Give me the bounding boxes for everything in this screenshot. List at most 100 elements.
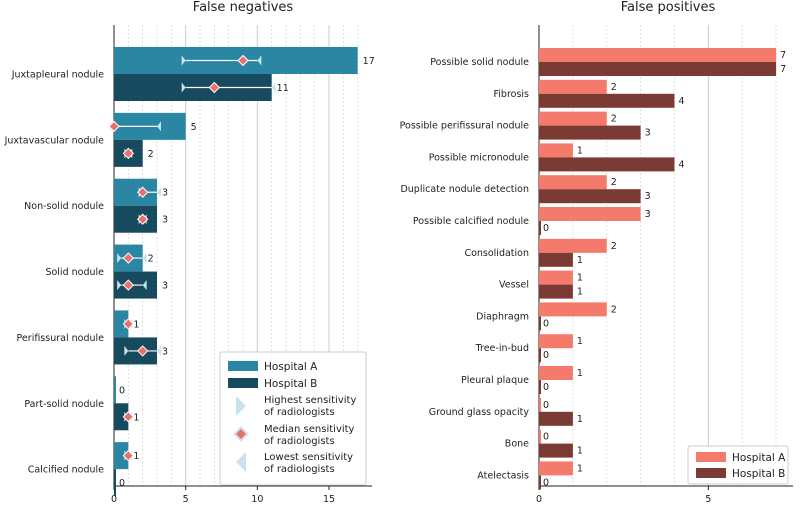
lowest-sensitivity-marker: [117, 280, 122, 291]
value-label: 4: [678, 96, 684, 107]
value-label: 2: [611, 177, 617, 188]
category-label-juxtavascular-nodule: Juxtavascular nodule: [4, 135, 105, 146]
lowest-sensitivity-marker: [181, 55, 186, 66]
value-label: 1: [577, 414, 583, 425]
category-label-possible-micronodule: Possible micronodule: [429, 152, 529, 163]
bar-hospital-b-possible-micronodule: [539, 157, 675, 172]
bar-hospital-a-diaphragm: [539, 302, 607, 317]
value-label: 0: [119, 385, 125, 396]
value-label: 3: [162, 215, 168, 226]
lowest-sensitivity-marker: [181, 82, 186, 93]
bar-hospital-a-possible-micronodule: [539, 143, 573, 158]
category-label-juxtapleural-nodule: Juxtapleural nodule: [11, 70, 104, 81]
value-label: 0: [543, 350, 549, 361]
median-sensitivity-marker: [122, 279, 135, 291]
category-label-atelectasis: Atelectasis: [477, 470, 529, 481]
median-sensitivity-marker: [122, 411, 135, 423]
bar-zero-stub: [114, 376, 116, 404]
value-label: 1: [577, 336, 583, 347]
bar-hospital-a-vessel: [539, 270, 573, 285]
value-label: 0: [543, 223, 549, 234]
x-tick-label: 0: [111, 494, 117, 505]
bar-hospital-a-fibrosis: [539, 79, 607, 94]
bar-zero-stub: [539, 429, 541, 444]
legend-swatch-hospital-b: [228, 378, 258, 388]
category-label-non-solid-nodule: Non-solid nodule: [24, 201, 104, 212]
highest-sensitivity-marker: [271, 82, 276, 93]
legend-label-lowest: Lowest sensitivity: [264, 452, 353, 463]
legend-label-median-2: of radiologists: [264, 436, 335, 447]
highest-sensitivity-marker: [157, 345, 161, 356]
category-label-ground-glass-opacity: Ground glass opacity: [429, 407, 530, 418]
bar-hospital-b-part-solid-nodule: [114, 403, 129, 431]
bar-hospital-b-consolidation: [539, 252, 573, 267]
bar-hospital-a-atelectasis: [539, 461, 573, 476]
value-label: 2: [148, 149, 154, 160]
bar-hospital-b-ground-glass-opacity: [539, 411, 573, 426]
value-label: 1: [577, 255, 583, 266]
bar-hospital-a-perifissural-nodule: [114, 310, 129, 338]
false-positives-title: False positives: [621, 0, 716, 15]
legend-highest-icon: [236, 396, 246, 416]
category-label-possible-solid-nodule: Possible solid nodule: [430, 57, 529, 68]
value-label: 0: [543, 477, 549, 488]
category-label-possible-calcified-nodule: Possible calcified nodule: [413, 216, 529, 227]
category-label-pleural-plaque: Pleural plaque: [461, 375, 529, 386]
value-label: 3: [162, 281, 168, 292]
value-label: 2: [611, 241, 617, 252]
value-label: 1: [133, 319, 139, 330]
bar-hospital-b-non-solid-nodule: [114, 205, 157, 233]
bar-hospital-b-possible-perifissural-nodule: [539, 125, 641, 140]
x-tick-label: 0: [536, 494, 542, 505]
value-label: 0: [543, 382, 549, 393]
bar-zero-stub: [114, 469, 116, 497]
category-label-consolidation: Consolidation: [464, 248, 529, 259]
bar-hospital-b-vessel: [539, 284, 573, 299]
legend-label-hospital-a: Hospital A: [264, 361, 318, 373]
bar-zero-stub: [539, 348, 541, 363]
value-label: 3: [645, 128, 651, 139]
lowest-sensitivity-marker: [117, 253, 122, 264]
bar-zero-stub: [539, 316, 541, 331]
category-label-duplicate-nodule-detection: Duplicate nodule detection: [400, 184, 529, 195]
x-tick-label: 5: [705, 494, 711, 505]
legend-label-highest: Highest sensitivity: [264, 395, 356, 406]
legend-swatch-hospital-a: [696, 452, 726, 462]
legend-median-icon: [236, 429, 246, 439]
bar-hospital-b-bone: [539, 443, 573, 458]
median-sensitivity-marker: [122, 147, 135, 160]
value-label: 0: [543, 400, 549, 411]
highest-sensitivity-marker: [142, 280, 147, 291]
value-label: 2: [148, 254, 154, 265]
value-label: 7: [780, 64, 786, 75]
category-label-solid-nodule: Solid nodule: [45, 267, 104, 278]
value-label: 0: [543, 318, 549, 329]
value-label: 2: [611, 304, 617, 315]
bar-hospital-a-possible-calcified-nodule: [539, 207, 641, 221]
value-label: 1: [133, 412, 139, 423]
value-label: 3: [645, 209, 651, 220]
median-sensitivity-marker: [136, 345, 149, 357]
bar-zero-stub: [539, 475, 541, 490]
median-sensitivity-marker: [208, 81, 221, 94]
bar-hospital-a-calcified-nodule: [114, 442, 129, 470]
legend-label-median: Median sensitivity: [264, 424, 355, 435]
median-sensitivity-marker: [237, 54, 249, 67]
bar-zero-stub: [539, 380, 541, 394]
median-sensitivity-marker: [122, 449, 135, 462]
median-sensitivity-marker: [122, 252, 135, 264]
category-label-perifissural-nodule: Perifissural nodule: [17, 333, 105, 344]
value-label: 3: [162, 188, 168, 199]
value-label: 1: [133, 451, 139, 462]
category-label-bone: Bone: [505, 439, 529, 450]
highest-sensitivity-marker: [157, 121, 161, 132]
value-label: 3: [162, 346, 168, 357]
x-tick-label: 5: [183, 494, 189, 505]
bar-hospital-b-duplicate-nodule-detection: [539, 189, 641, 204]
value-label: 0: [119, 478, 125, 489]
value-label: 7: [780, 50, 786, 61]
highest-sensitivity-marker: [257, 55, 262, 66]
bar-zero-stub: [539, 221, 541, 235]
x-tick-label: 10: [251, 494, 263, 505]
